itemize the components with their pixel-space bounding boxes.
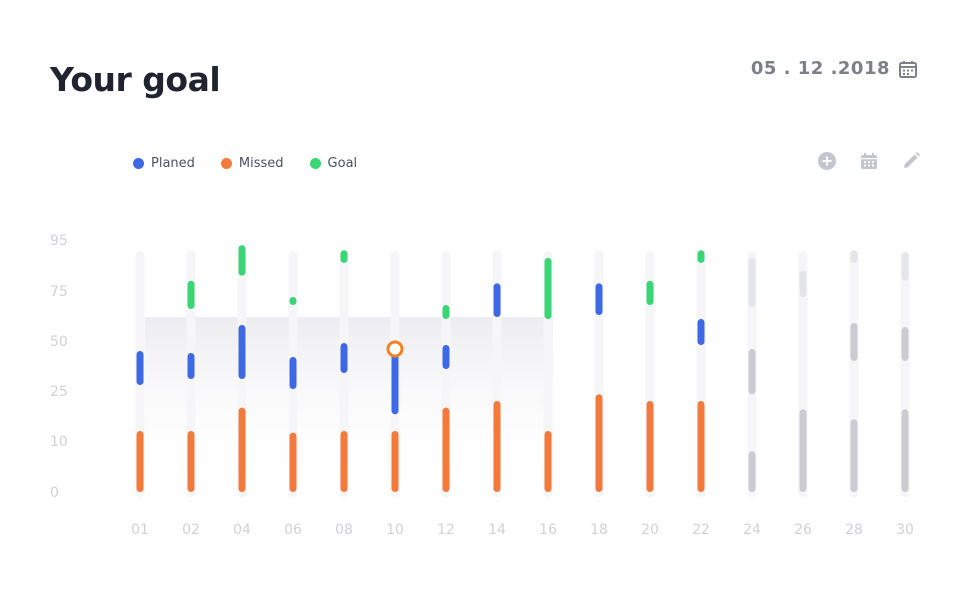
legend-dot-planed [133, 158, 144, 169]
y-axis: 95 75 50 25 10 0 [50, 233, 68, 501]
x-tick-label-08: 08 [335, 522, 353, 538]
calendar-grid-icon[interactable] [859, 151, 879, 171]
chart-toolbar [817, 151, 921, 171]
legend-label-missed: Missed [238, 156, 284, 171]
y-tick-label-25: 25 [50, 384, 68, 400]
x-tick-label-14: 14 [488, 522, 506, 538]
y-tick-label-95: 95 [50, 233, 68, 249]
y-tick-label-75: 75 [50, 284, 68, 300]
x-tick-label-10: 10 [386, 522, 404, 538]
y-tick-label-10: 10 [50, 434, 68, 450]
x-tick-label-18: 18 [590, 522, 608, 538]
x-axis: 01 02 04 06 08 10 12 14 16 18 20 22 24 26 28 30 [131, 522, 914, 538]
x-tick-label-02: 02 [182, 522, 200, 538]
legend-item-missed[interactable]: Missed [220, 156, 284, 171]
x-tick-label-12: 12 [437, 522, 455, 538]
date-label: 05 . 12 .2018 [750, 58, 890, 79]
legend-label-goal: Goal [327, 156, 358, 171]
x-tick-label-01: 01 [131, 522, 149, 538]
y-tick-label-0: 0 [50, 485, 59, 501]
x-tick-label-26: 26 [794, 522, 812, 538]
chart-legend: Planed Missed Goal [133, 156, 357, 171]
highlight-band [145, 317, 553, 492]
pencil-icon[interactable] [901, 151, 921, 171]
x-tick-label-24: 24 [743, 522, 761, 538]
legend-dot-goal [309, 158, 321, 169]
highlight-point-marker[interactable] [386, 340, 404, 358]
page-title: Your goal [50, 60, 221, 99]
x-tick-label-28: 28 [845, 522, 863, 538]
legend-label-planed: Planed [151, 156, 195, 171]
legend-item-goal[interactable]: Goal [309, 156, 358, 171]
legend-dot-missed [220, 158, 232, 169]
x-tick-label-06: 06 [284, 522, 302, 538]
y-tick-label-50: 50 [50, 334, 68, 350]
x-tick-label-22: 22 [692, 522, 710, 538]
x-tick-label-04: 04 [233, 522, 251, 538]
legend-item-planed[interactable]: Planed [133, 156, 195, 171]
date-selector[interactable]: 05 . 12 .2018 [751, 58, 918, 79]
plus-circle-icon[interactable] [817, 151, 837, 171]
calendar-icon[interactable] [898, 59, 918, 79]
x-tick-label-16: 16 [539, 522, 557, 538]
x-tick-label-30: 30 [896, 522, 914, 538]
x-tick-label-20: 20 [641, 522, 659, 538]
